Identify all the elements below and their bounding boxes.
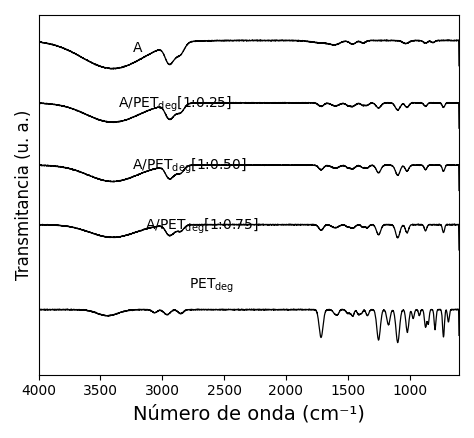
- Y-axis label: Transmitancia (u. a.): Transmitancia (u. a.): [15, 110, 33, 280]
- Text: A/PET$_{\rm deg}$[1:0.25]: A/PET$_{\rm deg}$[1:0.25]: [118, 95, 232, 114]
- X-axis label: Número de onda (cm⁻¹): Número de onda (cm⁻¹): [133, 404, 365, 423]
- Text: A: A: [133, 41, 142, 55]
- Text: A/PET$_{\rm deg}$[1:0.75]: A/PET$_{\rm deg}$[1:0.75]: [145, 217, 259, 236]
- Text: PET$_{\rm deg}$: PET$_{\rm deg}$: [189, 277, 234, 295]
- Text: A/PET$_{\rm deg}$[1:0.50]: A/PET$_{\rm deg}$[1:0.50]: [132, 157, 247, 177]
